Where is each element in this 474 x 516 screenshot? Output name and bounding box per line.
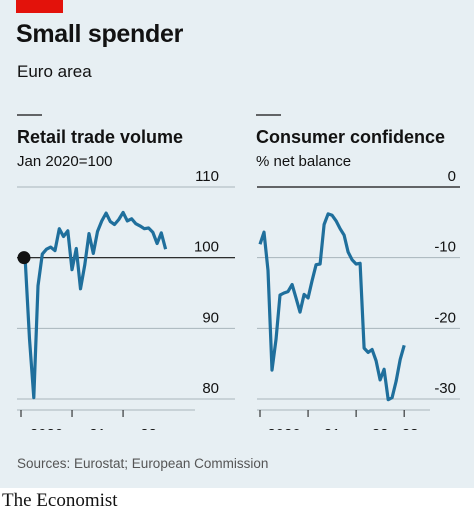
brand-red-tag xyxy=(16,0,63,13)
right-panel-title: Consumer confidence xyxy=(256,127,445,147)
left-y-tick-label: 110 xyxy=(195,168,219,185)
left-x-tick-label: 2020 xyxy=(30,426,63,430)
right-x-axis: 2020 21 22 23 xyxy=(257,409,430,430)
consumer-confidence-chart: Consumer confidence % net balance 0 -10 -2… xyxy=(256,114,460,430)
right-panel-unit: % net balance xyxy=(256,153,351,170)
charts-svg: Retail trade volume Jan 2020=100 110 100 9… xyxy=(17,114,460,430)
right-series xyxy=(258,212,406,402)
right-y-tick-label: -20 xyxy=(434,309,456,326)
right-y-tick-labels: 0 -10 -20 -30 xyxy=(434,168,456,397)
left-x-axis: 2020 21 22 xyxy=(17,409,195,430)
left-y-tick-label: 90 xyxy=(202,309,219,326)
right-x-tick-label: 23 xyxy=(402,426,419,430)
left-x-tick-label: 22 xyxy=(140,426,157,430)
right-y-tick-label: 0 xyxy=(448,168,456,185)
right-y-tick-label: -30 xyxy=(434,380,456,397)
left-y-tick-label: 80 xyxy=(202,380,219,397)
right-x-tick-label: 22 xyxy=(372,426,389,430)
source-note: Sources: Eurostat; European Commission xyxy=(17,456,269,471)
chart-panel: Small spender Euro area Retail trade vol… xyxy=(0,0,474,488)
right-x-tick-label: 2020 xyxy=(267,426,300,430)
brand-wordmark: The Economist xyxy=(2,490,118,511)
left-x-tick-label: 21 xyxy=(89,426,106,430)
right-grid xyxy=(257,186,460,400)
retail-trade-chart: Retail trade volume Jan 2020=100 110 100 9… xyxy=(17,114,235,430)
left-y-tick-labels: 110 100 90 80 xyxy=(194,168,219,397)
left-series-line xyxy=(20,210,168,400)
left-base-point-marker xyxy=(17,251,31,265)
left-panel-title: Retail trade volume xyxy=(17,127,183,147)
chart-subtitle: Euro area xyxy=(17,62,92,81)
right-y-tick-label: -10 xyxy=(434,239,456,256)
right-x-tick-label: 21 xyxy=(324,426,341,430)
left-panel-unit: Jan 2020=100 xyxy=(17,153,113,170)
right-series-line xyxy=(258,212,406,402)
chart-title: Small spender xyxy=(16,20,183,48)
left-grid xyxy=(17,186,235,400)
left-series xyxy=(17,210,168,400)
left-y-tick-label: 100 xyxy=(194,239,219,256)
